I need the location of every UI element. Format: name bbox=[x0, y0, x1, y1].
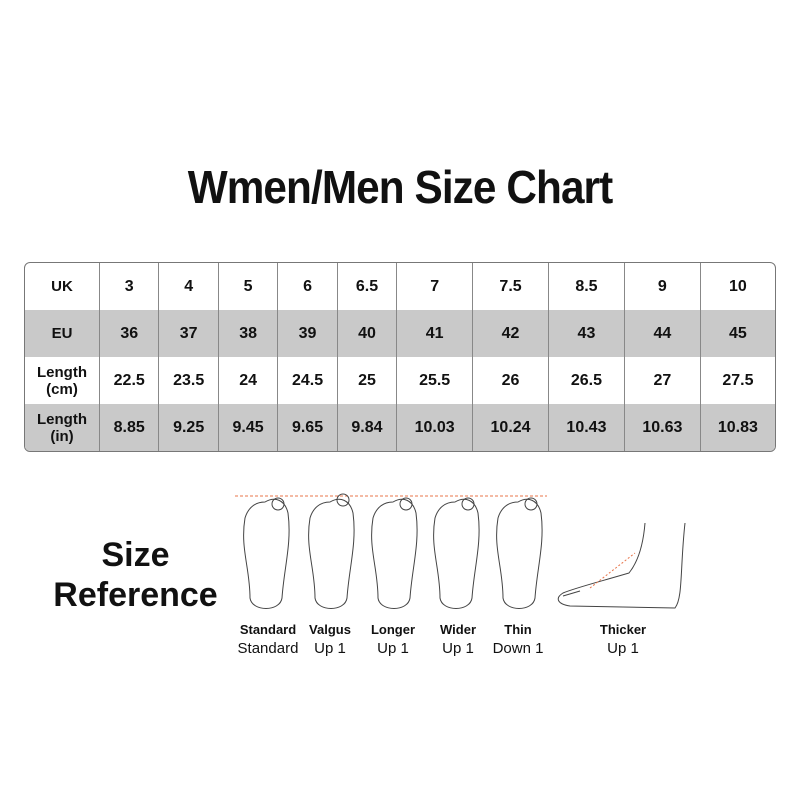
size-table: UK 3 4 5 6 6.5 7 7.5 8.5 9 10 EU 36 37 38 39 40 41 42 43 44 4… bbox=[24, 262, 776, 452]
foot-type-label: Standard Standard bbox=[223, 622, 313, 657]
size-advice: Up 1 bbox=[377, 640, 409, 657]
table-cell: 7 bbox=[397, 263, 474, 310]
table-cell: 37 bbox=[159, 310, 219, 357]
big-toe-icon bbox=[399, 497, 413, 511]
foot-type: Standard bbox=[239, 622, 297, 637]
foot-type-label: Longer Up 1 bbox=[348, 622, 438, 657]
table-cell: 3 bbox=[100, 263, 160, 310]
foot-type-label: Wider Up 1 bbox=[413, 622, 503, 657]
table-cell: 44 bbox=[624, 310, 701, 357]
big-toe-icon bbox=[271, 497, 285, 511]
table-cell: 8.5 bbox=[549, 263, 625, 310]
table-cell: 4 bbox=[159, 263, 219, 310]
foot-outline-icon bbox=[308, 498, 355, 609]
table-cell: 10.03 bbox=[397, 404, 474, 451]
table-row: Length (in) 8.85 9.25 9.45 9.65 9.84 10.03 10.2… bbox=[25, 404, 775, 451]
table-cell: 38 bbox=[218, 310, 279, 357]
page-title: Wmen/Men Size Chart bbox=[187, 161, 614, 213]
table-cell: 42 bbox=[473, 310, 549, 357]
foot-type: Thicker bbox=[599, 622, 647, 637]
foot-type-label: Valgus Up 1 bbox=[285, 622, 375, 657]
table-cell: 10.43 bbox=[549, 404, 625, 451]
table-cell: 27.5 bbox=[722, 371, 754, 389]
foot-outline-icon bbox=[433, 498, 480, 609]
table-cell: 9.65 bbox=[278, 404, 338, 451]
foot-outline-icon bbox=[496, 498, 543, 609]
size-reference-title: Size Reference bbox=[48, 535, 223, 615]
foot-type-label: Thin Down 1 bbox=[473, 622, 563, 657]
size-advice: Down 1 bbox=[492, 640, 544, 657]
table-cell: 10.24 bbox=[473, 404, 549, 451]
size-reference-line2: Reference bbox=[53, 576, 218, 614]
table-row: UK 3 4 5 6 6.5 7 7.5 8.5 9 10 bbox=[25, 263, 775, 310]
table-cell: 25 bbox=[338, 357, 398, 404]
foot-type: Valgus bbox=[309, 622, 351, 637]
size-reference-line1: Size bbox=[101, 536, 170, 574]
size-advice: Standard bbox=[237, 640, 299, 657]
table-cell: 25.5 bbox=[397, 357, 474, 404]
big-toe-icon bbox=[524, 497, 538, 511]
foot-outline-icon bbox=[243, 498, 290, 609]
table-cell: 43 bbox=[549, 310, 625, 357]
foot-outline-icon bbox=[371, 498, 418, 609]
table-cell: 40 bbox=[337, 310, 398, 357]
row-header: EU bbox=[25, 310, 100, 357]
table-cell: 24 bbox=[219, 357, 279, 404]
table-cell: 8.85 bbox=[100, 404, 160, 451]
table-cell: 6.5 bbox=[338, 263, 398, 310]
table-cell: 22.5 bbox=[100, 357, 160, 404]
table-cell: 45 bbox=[700, 310, 775, 357]
table-cell: 10.83 bbox=[700, 404, 775, 451]
table-row: Length (cm) 22.5 23.5 24 24.5 25 25.5 26 26.5 27 2… bbox=[25, 357, 775, 404]
table-cell: 27 bbox=[625, 357, 701, 404]
table-cell: 9.25 bbox=[159, 404, 219, 451]
table-cell: 9.84 bbox=[337, 404, 398, 451]
table-cell: 7.5 bbox=[473, 263, 549, 310]
table-cell: 10.63 bbox=[624, 404, 701, 451]
table-cell: 9 bbox=[625, 263, 701, 310]
big-toe-icon bbox=[336, 493, 350, 507]
table-cell: 6 bbox=[278, 263, 338, 310]
table-cell: 9.45 bbox=[218, 404, 279, 451]
foot-type: Longer bbox=[370, 622, 416, 637]
foot-illustrations bbox=[235, 493, 686, 609]
table-cell: 23.5 bbox=[159, 357, 219, 404]
table-cell: 41 bbox=[397, 310, 474, 357]
foot-type: Wider bbox=[440, 622, 476, 637]
table-cell: 26 bbox=[473, 357, 549, 404]
size-advice: Up 1 bbox=[314, 640, 346, 657]
table-cell: 24.5 bbox=[278, 357, 338, 404]
table-cell: 26.5 bbox=[549, 357, 625, 404]
big-toe-icon bbox=[461, 497, 475, 511]
side-foot-icon bbox=[557, 522, 686, 609]
table-cell: 10 bbox=[729, 277, 747, 295]
size-advice: Up 1 bbox=[607, 640, 639, 657]
size-advice: Up 1 bbox=[442, 640, 474, 657]
row-header: Length (cm) bbox=[25, 357, 100, 404]
foot-type-label: Thicker Up 1 bbox=[578, 622, 668, 657]
row-header: Length (in) bbox=[25, 404, 100, 451]
row-header: UK bbox=[25, 263, 100, 310]
foot-type: Thin bbox=[504, 622, 532, 637]
table-cell: 39 bbox=[278, 310, 338, 357]
table-cell: 5 bbox=[219, 263, 279, 310]
table-row: EU 36 37 38 39 40 41 42 43 44 45 bbox=[25, 310, 775, 357]
table-cell: 36 bbox=[100, 310, 160, 357]
